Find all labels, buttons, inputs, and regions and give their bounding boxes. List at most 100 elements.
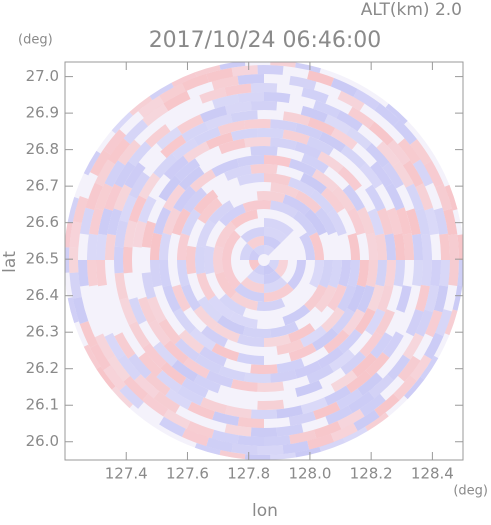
echo-cell [94,333,116,361]
echo-cell [104,332,126,360]
echo-cell [206,437,234,453]
echo-cell [276,358,305,374]
echo-cell [393,233,406,260]
x-axis-label: lon [252,501,278,521]
echo-cell [288,411,316,426]
echo-cell [270,369,297,383]
echo-cell [134,374,160,399]
x-tick-label: 128.4 [411,465,454,483]
echo-cell [196,272,216,301]
echo-cell [368,374,394,399]
echo-cell [347,284,366,313]
echo-cell [117,354,141,381]
echo-cell [72,297,89,324]
echo-cell [142,103,169,127]
echo-cell [282,440,310,454]
plot-frame [64,61,464,461]
echo-cell [337,329,362,354]
echo-cell [329,349,355,372]
x-tick-label: 128.0 [288,465,331,483]
echo-cell [128,141,152,167]
echo-cell [196,219,216,248]
echo-cell [171,208,191,236]
echo-cell [325,405,353,425]
echo-cell [107,355,131,382]
echo-cell [243,119,271,130]
echo-cell [421,233,432,260]
echo-cell [397,138,421,165]
echo-cell [324,114,351,135]
echo-cell [301,87,329,104]
x-unit: (deg) [453,484,488,499]
echo-cell [159,83,186,104]
echo-cell [274,260,289,277]
echo-cell [376,141,400,167]
echo-cell [114,161,136,188]
x-tick-label: 128.2 [350,465,393,483]
echo-cell [219,293,246,317]
echo-cell [171,137,198,161]
echo-cell [337,408,365,430]
echo-cell [412,260,423,287]
echo-cell [132,220,147,248]
echo-cell [147,296,167,324]
echo-cell [444,309,458,336]
echo-cell [301,153,329,174]
echo-cell [295,380,323,397]
echo-cell [435,309,453,337]
echo-cell [153,391,180,414]
echo-cell [174,158,200,182]
echo-cell [309,232,324,260]
echo-cell [264,277,288,293]
echo-cell [430,260,441,287]
echo-cell [212,411,240,426]
echo-cell [256,191,286,203]
echo-cell [218,138,246,155]
echo-cell [340,145,366,169]
echo-cell [264,334,291,347]
echo-cell [424,160,444,188]
echo-cell [257,128,284,139]
echo-cell [199,346,227,367]
echo-cell [421,260,432,287]
echo-cell [183,141,210,163]
echo-cell [340,351,366,375]
echo-cell [276,339,304,355]
echo-cell [250,100,278,111]
echo-cell [304,208,327,236]
echo-cell [219,450,246,460]
echo-cell [457,234,463,260]
echo-cell [124,162,146,189]
echo-cell [104,183,123,211]
echo-cell [213,245,224,275]
y-tick-label: 26.7 [26,177,59,195]
echo-cell [165,388,192,410]
echo-cell [365,308,386,336]
echo-cell [405,309,424,337]
echo-cell [193,305,219,331]
echo-cell [382,162,404,189]
echo-cell [385,183,405,211]
echo-cell [370,332,393,359]
echo-cell [315,284,337,313]
echo-cell [205,113,233,131]
echo-cell [105,233,116,260]
echo-cell [199,87,227,104]
echo-cell [253,245,264,256]
echo-cell [65,221,73,248]
echo-cell [123,119,149,145]
echo-cell [193,374,221,394]
echo-cell [377,284,394,313]
echo-cell [270,182,299,199]
echo-cell [264,245,275,256]
echo-cell [247,270,264,285]
echo-cell [128,195,147,223]
echo-cell [231,65,258,77]
echo-cell [244,137,271,148]
echo-cell [402,233,415,260]
echo-cell [293,210,318,237]
echo-cell [375,309,395,337]
echo-cell [288,177,316,197]
echo-cell [138,296,157,325]
echo-cell [300,397,328,415]
